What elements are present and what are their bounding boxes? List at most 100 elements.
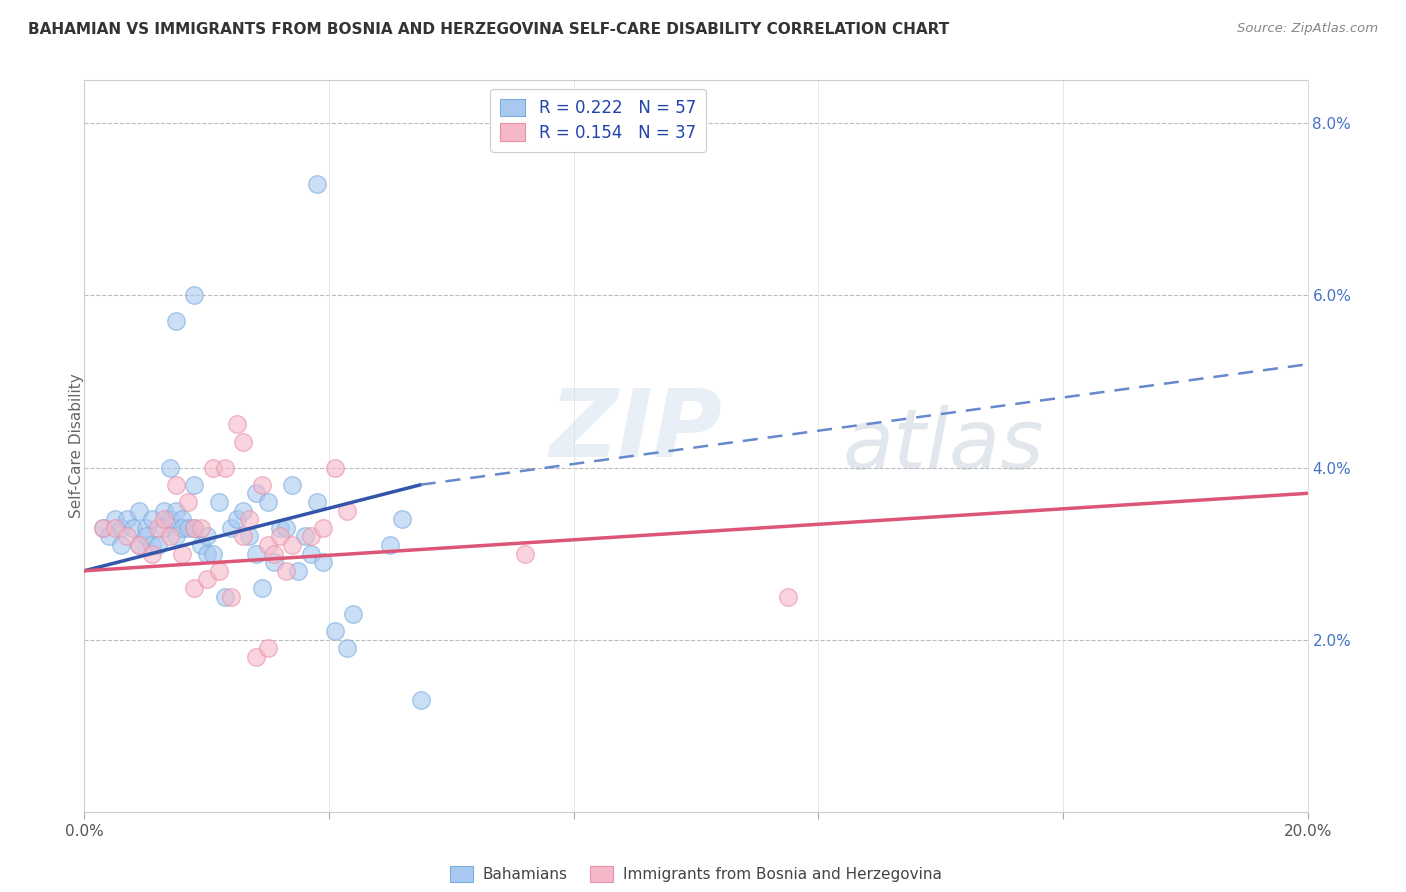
Point — [153, 512, 176, 526]
Point — [190, 521, 212, 535]
Point — [135, 521, 157, 535]
Point — [201, 547, 224, 561]
Point — [195, 529, 218, 543]
Y-axis label: Self-Care Disability: Self-Care Disability — [69, 374, 83, 518]
Point — [183, 521, 205, 535]
Point — [146, 538, 169, 552]
Point — [776, 590, 799, 604]
Point — [287, 564, 309, 578]
Point — [281, 538, 304, 552]
Point — [299, 547, 322, 561]
Point — [153, 521, 176, 535]
Point — [219, 590, 242, 604]
Point — [195, 573, 218, 587]
Point — [208, 564, 231, 578]
Point — [165, 503, 187, 517]
Point — [146, 521, 169, 535]
Point — [232, 529, 254, 543]
Point — [276, 564, 298, 578]
Point — [294, 529, 316, 543]
Point — [226, 417, 249, 432]
Point — [183, 477, 205, 491]
Point — [165, 529, 187, 543]
Point — [263, 547, 285, 561]
Text: BAHAMIAN VS IMMIGRANTS FROM BOSNIA AND HERZEGOVINA SELF-CARE DISABILITY CORRELAT: BAHAMIAN VS IMMIGRANTS FROM BOSNIA AND H… — [28, 22, 949, 37]
Point — [183, 521, 205, 535]
Point — [190, 538, 212, 552]
Point — [214, 460, 236, 475]
Point — [238, 512, 260, 526]
Point — [245, 547, 267, 561]
Text: Source: ZipAtlas.com: Source: ZipAtlas.com — [1237, 22, 1378, 36]
Point — [153, 503, 176, 517]
Point — [177, 495, 200, 509]
Point — [183, 581, 205, 595]
Point — [342, 607, 364, 621]
Point — [128, 503, 150, 517]
Point — [232, 503, 254, 517]
Point — [409, 693, 432, 707]
Point — [110, 521, 132, 535]
Point — [305, 495, 328, 509]
Point — [312, 521, 335, 535]
Point — [245, 486, 267, 500]
Point — [323, 624, 346, 638]
Point — [214, 590, 236, 604]
Point — [219, 521, 242, 535]
Point — [165, 314, 187, 328]
Point — [305, 177, 328, 191]
Point — [159, 512, 181, 526]
Point — [115, 512, 138, 526]
Point — [391, 512, 413, 526]
Point — [257, 495, 280, 509]
Point — [91, 521, 114, 535]
Point — [115, 529, 138, 543]
Point — [312, 555, 335, 569]
Point — [281, 477, 304, 491]
Point — [257, 538, 280, 552]
Point — [172, 512, 194, 526]
Point — [250, 581, 273, 595]
Point — [226, 512, 249, 526]
Point — [141, 538, 163, 552]
Point — [104, 521, 127, 535]
Point — [177, 521, 200, 535]
Legend: Bahamians, Immigrants from Bosnia and Herzegovina: Bahamians, Immigrants from Bosnia and He… — [444, 860, 948, 888]
Point — [201, 460, 224, 475]
Point — [276, 521, 298, 535]
Point — [104, 512, 127, 526]
Point — [183, 288, 205, 302]
Point — [195, 547, 218, 561]
Point — [232, 434, 254, 449]
Point — [269, 529, 291, 543]
Point — [323, 460, 346, 475]
Point — [122, 521, 145, 535]
Point — [128, 538, 150, 552]
Point — [172, 547, 194, 561]
Point — [208, 495, 231, 509]
Point — [128, 538, 150, 552]
Point — [336, 503, 359, 517]
Point — [141, 547, 163, 561]
Point — [380, 538, 402, 552]
Point — [513, 547, 536, 561]
Point — [269, 521, 291, 535]
Point — [238, 529, 260, 543]
Text: atlas: atlas — [842, 406, 1045, 486]
Point — [159, 529, 181, 543]
Point — [110, 538, 132, 552]
Point — [141, 512, 163, 526]
Point — [245, 649, 267, 664]
Point — [263, 555, 285, 569]
Point — [250, 477, 273, 491]
Point — [336, 641, 359, 656]
Point — [91, 521, 114, 535]
Point — [299, 529, 322, 543]
Point — [165, 477, 187, 491]
Point — [172, 521, 194, 535]
Point — [97, 529, 120, 543]
Point — [257, 641, 280, 656]
Point — [135, 529, 157, 543]
Text: ZIP: ZIP — [550, 385, 723, 477]
Point — [159, 460, 181, 475]
